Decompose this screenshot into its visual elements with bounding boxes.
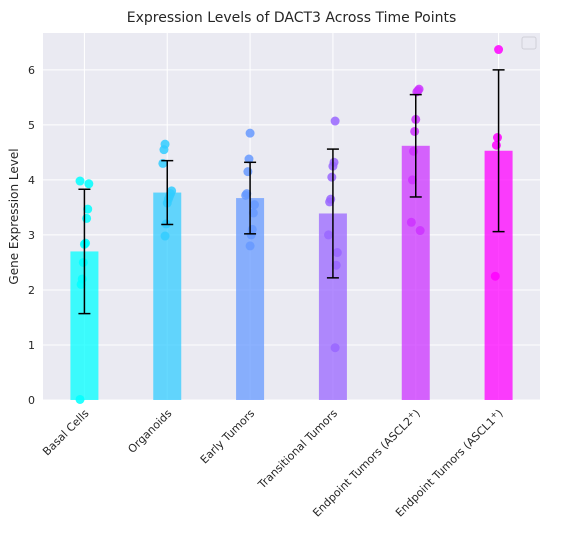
y-tick-label: 2 <box>28 284 35 297</box>
data-point <box>415 226 425 236</box>
y-tick-label: 6 <box>28 64 35 77</box>
data-point <box>331 260 341 270</box>
y-tick-label: 0 <box>28 394 35 407</box>
data-point <box>160 231 170 241</box>
data-point <box>82 213 92 223</box>
x-tick-label: Early Tumors <box>198 407 258 467</box>
data-point <box>407 175 417 185</box>
legend-box <box>521 36 537 50</box>
data-point <box>494 45 504 55</box>
x-tick-labels: Basal Cells Organoids Early TumorsTransiti… <box>40 407 506 520</box>
data-point <box>410 126 420 136</box>
data-point <box>75 176 85 186</box>
x-tick-label: Basal Cells <box>40 407 92 459</box>
data-point <box>330 116 340 126</box>
data-point <box>245 128 255 138</box>
data-point <box>243 167 253 177</box>
data-point <box>247 224 257 234</box>
data-point <box>406 217 416 227</box>
data-point <box>414 84 424 94</box>
data-point <box>490 271 500 281</box>
data-point <box>409 146 419 156</box>
data-point <box>78 257 88 267</box>
data-point <box>329 157 339 167</box>
chart-title: Expression Levels of DACT3 Across Time P… <box>127 10 457 26</box>
data-point <box>249 200 259 210</box>
data-point <box>77 274 87 284</box>
y-tick-label: 4 <box>28 174 35 187</box>
data-point <box>83 204 93 214</box>
y-axis-label: Gene Expression Level <box>7 148 21 284</box>
plot-background <box>43 33 540 400</box>
data-point <box>244 154 254 164</box>
x-tick-label: Organoids <box>125 407 174 456</box>
data-point <box>332 248 342 258</box>
data-point <box>245 241 255 251</box>
data-point <box>326 194 336 204</box>
data-point <box>167 186 177 196</box>
error-bars <box>78 69 505 315</box>
data-point <box>81 238 91 248</box>
y-tick-label: 3 <box>28 229 35 242</box>
data-point <box>491 140 501 150</box>
data-point <box>160 139 170 149</box>
data-point <box>84 179 94 189</box>
x-tick-label: Transitional Tumors <box>255 407 340 492</box>
y-tick-label: 5 <box>28 119 35 132</box>
y-tick-labels: 0 1 2 3 4 5 6 <box>28 64 35 407</box>
data-point <box>492 133 502 143</box>
data-point <box>75 394 85 404</box>
y-tick-label: 1 <box>28 339 35 352</box>
data-point <box>324 230 334 240</box>
data-point <box>330 343 340 353</box>
data-point <box>248 208 258 218</box>
data-point <box>242 189 252 199</box>
data-point <box>327 172 337 182</box>
